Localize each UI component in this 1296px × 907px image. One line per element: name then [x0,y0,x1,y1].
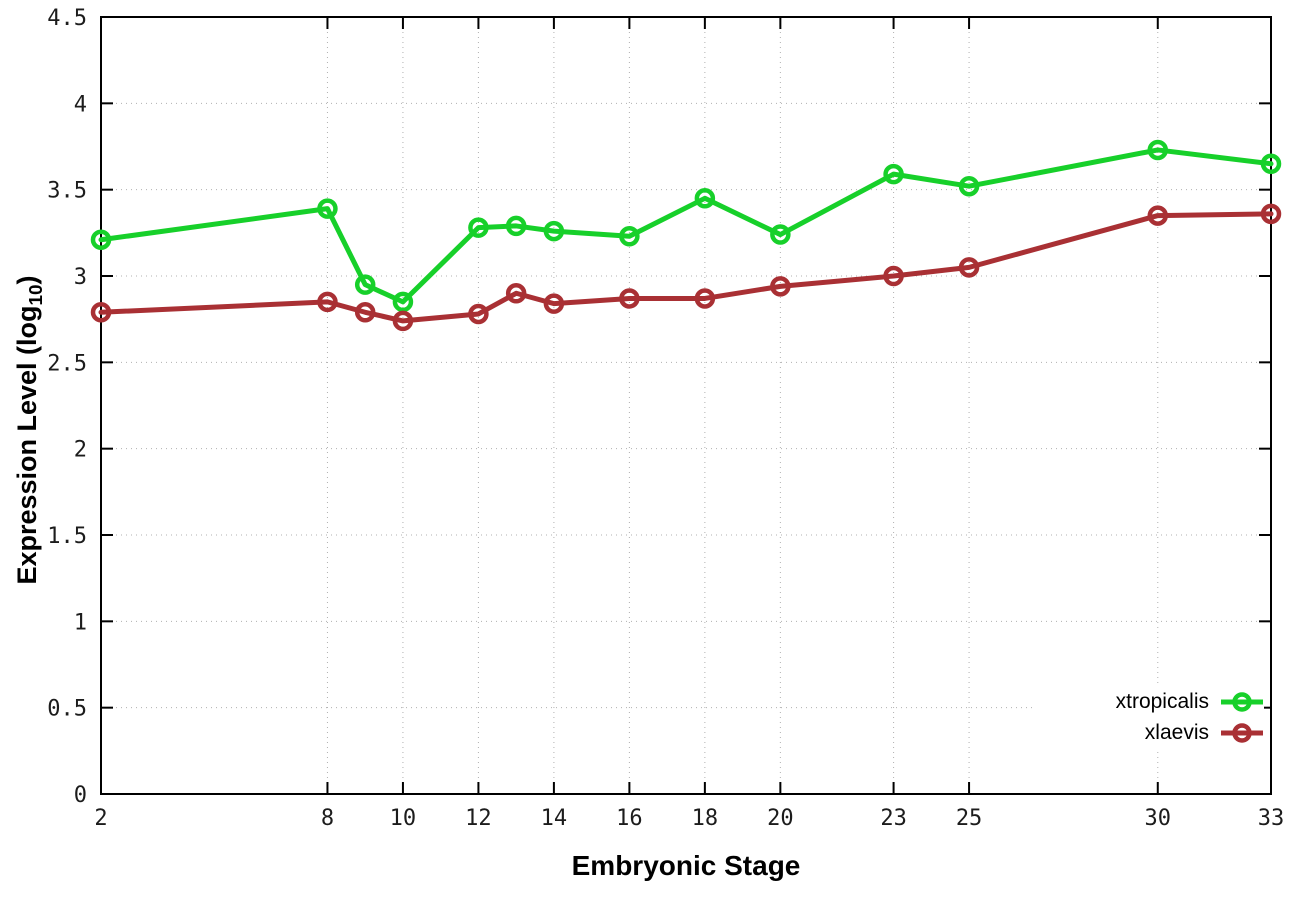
plot-border [100,16,1272,795]
data-point-xtropicalis [543,220,565,242]
x-tick-label: 20 [767,806,794,831]
legend-item-xlaevis: xlaevis [1034,717,1264,748]
data-point-xtropicalis [883,163,904,185]
x-tick-label: 10 [390,806,417,831]
data-point-xlaevis [883,265,904,287]
line-marker-swatch-xlaevis [1221,722,1263,743]
y-tick-label: 1 [74,610,87,635]
data-point-xlaevis [1147,205,1169,226]
y-axis-title-text: Expression Level (log [11,305,42,585]
y-axis-title-subscript: 10 [26,284,48,306]
legend: xtropicalis xlaevis [1034,684,1264,750]
data-point-xlaevis [392,310,414,332]
x-tick-label: 14 [541,806,568,831]
x-tick-label: 18 [692,806,719,831]
series-line-xlaevis [98,211,1274,324]
y-tick-label: 4.5 [47,6,87,31]
line-marker-swatch-xtropicalis [1221,691,1263,712]
data-point-xtropicalis [1260,153,1282,175]
x-tick-label: 23 [880,806,907,831]
data-point-xtropicalis [1147,139,1169,161]
data-point-xtropicalis [694,188,716,209]
data-point-xtropicalis [392,291,414,313]
data-point-xlaevis [958,257,980,278]
x-tick-label: 12 [465,806,492,831]
data-point-xlaevis [543,293,565,314]
series-line-xtropicalis [98,147,1274,305]
y-tick-label: 3 [74,265,87,290]
data-point-xlaevis [468,303,489,325]
data-point-xtropicalis [354,274,376,295]
x-tick-label: 16 [616,806,643,831]
data-point-xtropicalis [90,229,112,250]
x-axis-title: Embryonic Stage [571,850,801,881]
y-tick-label: 3.5 [47,179,87,204]
y-tick-label: 0.5 [47,697,87,722]
legend-item-xtropicalis: xtropicalis [1034,686,1264,717]
data-point-xlaevis [505,283,527,304]
data-point-xtropicalis [958,175,980,197]
data-point-xlaevis [317,291,338,313]
data-point-xtropicalis [317,198,338,219]
data-point-xlaevis [1260,203,1282,225]
x-tick-label: 25 [956,806,983,831]
legend-label-xtropicalis: xtropicalis [1115,689,1209,713]
data-point-xtropicalis [505,215,527,237]
y-tick-label: 0 [74,783,87,808]
legend-label-xlaevis: xlaevis [1144,720,1209,744]
data-point-xlaevis [90,302,112,323]
y-tick-label: 1.5 [47,524,87,549]
x-tick-label: 2 [94,806,107,831]
data-point-xlaevis [770,276,791,297]
data-point-xlaevis [694,288,716,309]
y-tick-label: 2 [74,438,87,463]
data-point-xlaevis [619,288,640,309]
data-point-xtropicalis [468,217,489,238]
x-tick-label: 30 [1145,806,1172,831]
y-tick-label: 2.5 [47,351,87,376]
x-tick-label: 33 [1258,806,1285,831]
data-point-xtropicalis [619,226,640,247]
data-point-xtropicalis [770,224,791,245]
y-tick-label: 4 [74,92,87,117]
x-tick-label: 8 [321,806,334,831]
y-axis-title-close: ) [11,275,42,285]
data-point-xlaevis [354,302,376,323]
y-axis-title: Expression Level (log10) [12,275,48,584]
